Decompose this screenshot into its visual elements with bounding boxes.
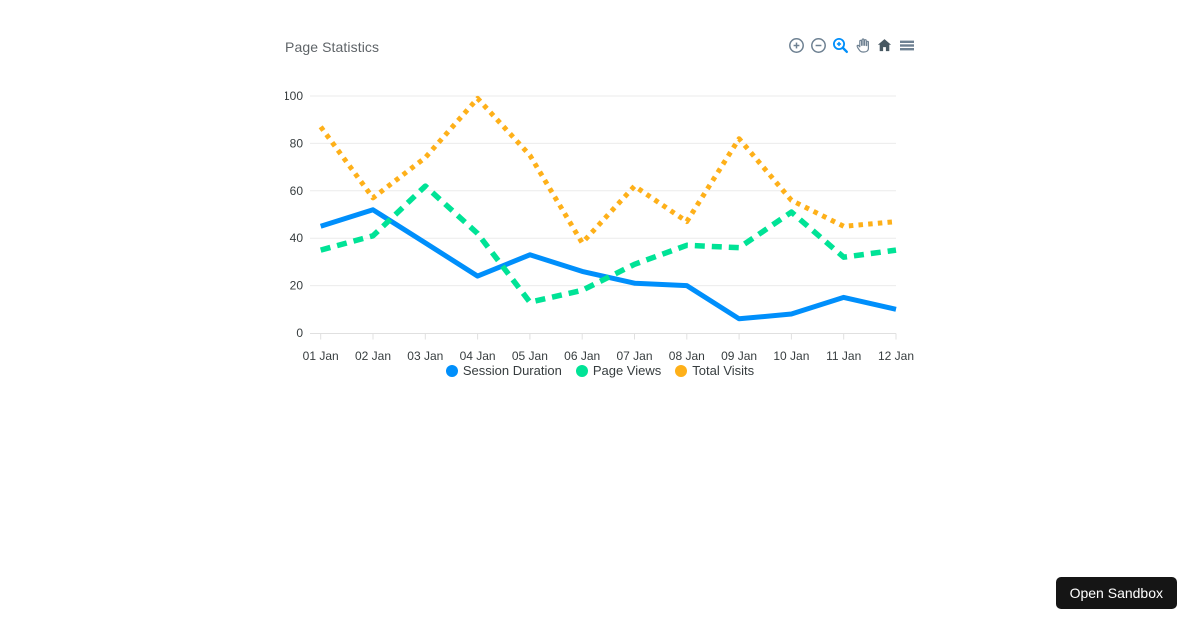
legend-marker-total-visits: [675, 364, 688, 377]
x-axis-label: 05 Jan: [512, 349, 548, 363]
x-axis-label: 08 Jan: [669, 349, 705, 363]
x-axis-label: 04 Jan: [460, 349, 496, 363]
x-axis-label: 09 Jan: [721, 349, 757, 363]
x-axis-label: 10 Jan: [773, 349, 809, 363]
legend-item-session-duration[interactable]: Session Duration: [445, 363, 562, 378]
zoom-in-icon[interactable]: [788, 37, 805, 54]
line-chart-plot: 0 20 40 60 80 100 01 Jan 02 Jan 03 Jan 04 Jan 05 J…: [285, 89, 914, 363]
pan-icon[interactable]: [854, 37, 871, 54]
y-axis-label: 100: [285, 89, 303, 103]
x-axis-label: 02 Jan: [355, 349, 391, 363]
y-axis-label: 0: [296, 326, 303, 340]
legend-item-total-visits[interactable]: Total Visits: [675, 363, 754, 378]
x-axis-label: 07 Jan: [616, 349, 652, 363]
open-sandbox-button[interactable]: Open Sandbox: [1055, 577, 1177, 609]
series-line-page-views: [319, 183, 897, 305]
x-axis-label: 12 Jan: [878, 349, 914, 363]
zoom-out-icon[interactable]: [810, 37, 827, 54]
page-statistics-chart-card: Page Statistics: [285, 30, 915, 395]
series-line-session-duration: [319, 207, 897, 322]
x-axis-label: 03 Jan: [407, 349, 443, 363]
x-axis-label: 06 Jan: [564, 349, 600, 363]
legend-label: Page Views: [592, 363, 662, 378]
y-axis-label: 60: [290, 184, 304, 198]
series-line-total-visits: [318, 95, 897, 246]
legend-item-page-views[interactable]: Page Views: [575, 363, 662, 378]
legend-marker-session-duration: [445, 364, 458, 377]
legend-label: Session Duration: [462, 363, 562, 378]
chart-title: Page Statistics: [285, 39, 380, 55]
reset-zoom-home-icon[interactable]: [876, 37, 893, 54]
y-axis-label: 20: [290, 279, 304, 293]
chart-legend: Session Duration Page Views Total Visits: [285, 363, 915, 378]
selection-zoom-icon[interactable]: [832, 37, 849, 54]
legend-marker-page-views: [575, 364, 588, 377]
x-axis-label: 01 Jan: [303, 349, 339, 363]
x-axis-label: 11 Jan: [826, 349, 861, 363]
chart-toolbar: [788, 37, 915, 54]
y-axis-label: 80: [290, 136, 304, 150]
menu-icon[interactable]: [898, 37, 915, 54]
y-axis-label: 40: [290, 231, 304, 245]
legend-label: Total Visits: [692, 363, 755, 378]
